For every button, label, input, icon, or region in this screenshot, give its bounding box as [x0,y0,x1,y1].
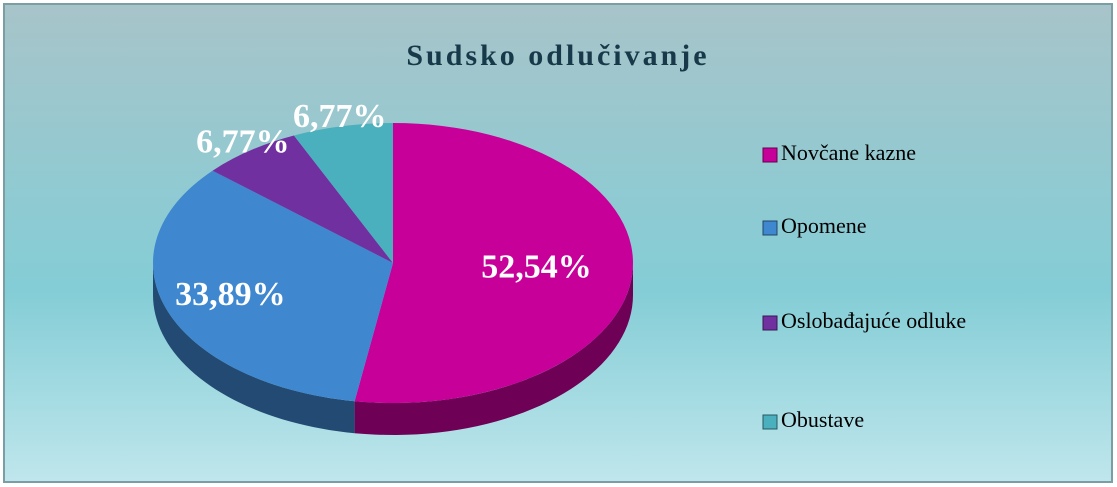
value-label: 6,77% [196,124,290,161]
legend-label: Obustave [781,407,864,432]
pie-slice [293,123,393,263]
pie-side [354,263,633,435]
pie-slice [212,135,393,263]
pie-slice [354,123,633,403]
legend-label: Oslobađajuće odluke [781,308,966,333]
pie-side [153,263,355,434]
value-label: 33,89% [175,276,286,313]
legend-label: Opomene [781,213,867,238]
pie-slice [153,170,393,402]
legend-label: Novčane kazne [781,140,916,165]
legend-swatch [762,315,778,331]
value-label: 52,54% [481,249,592,286]
legend-swatch [762,220,778,236]
chart-title: Sudsko odlučivanje [406,39,709,72]
legend-swatch [762,147,778,163]
value-label: 6,77% [293,98,387,135]
legend-swatch [762,414,778,430]
